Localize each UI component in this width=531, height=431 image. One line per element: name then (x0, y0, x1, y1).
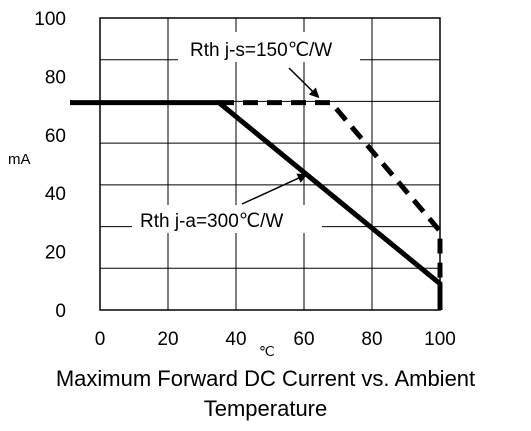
y-axis-label: mA (8, 151, 31, 168)
annotation-1-background (178, 32, 360, 62)
y-tick-label: 40 (45, 184, 66, 205)
y-tick-label: 100 (34, 9, 66, 30)
chart-title-line-2: Temperature (203, 396, 328, 421)
x-tick-label: 100 (424, 329, 456, 350)
annotation-1: Rth j-s=150℃/W (190, 40, 332, 61)
annotation-2: Rth j-a=300℃/W (140, 211, 283, 232)
annotation-2-background (132, 205, 322, 233)
tick-labels: 0 20 40 60 80 100 0 20 40 60 80 100 (34, 9, 456, 350)
series-line-2 (219, 100, 443, 310)
x-tick-label: 60 (293, 329, 314, 350)
plot-frame (99, 17, 441, 311)
annotations: Rth j-s=150℃/W Rth j-a=300℃/W (132, 32, 360, 233)
y-tick-label: 60 (45, 126, 66, 147)
chart-title-line-1: Maximum Forward DC Current vs. Ambient (55, 366, 476, 391)
x-tick-label: 80 (361, 329, 382, 350)
annotation-2-arrow (241, 173, 308, 205)
x-tick-label: 20 (157, 329, 178, 350)
annotation-1-arrow (288, 67, 320, 99)
y-tick-label: 20 (45, 243, 66, 264)
x-axis-label: ℃ (259, 343, 275, 359)
x-tick-label: 0 (95, 329, 106, 350)
y-tick-label: 80 (45, 67, 66, 88)
x-tick-label: 40 (225, 329, 246, 350)
y-tick-label: 0 (55, 301, 66, 322)
series-layer (70, 100, 443, 310)
chart-title: Maximum Forward DC Current vs. Ambient T… (0, 364, 531, 424)
